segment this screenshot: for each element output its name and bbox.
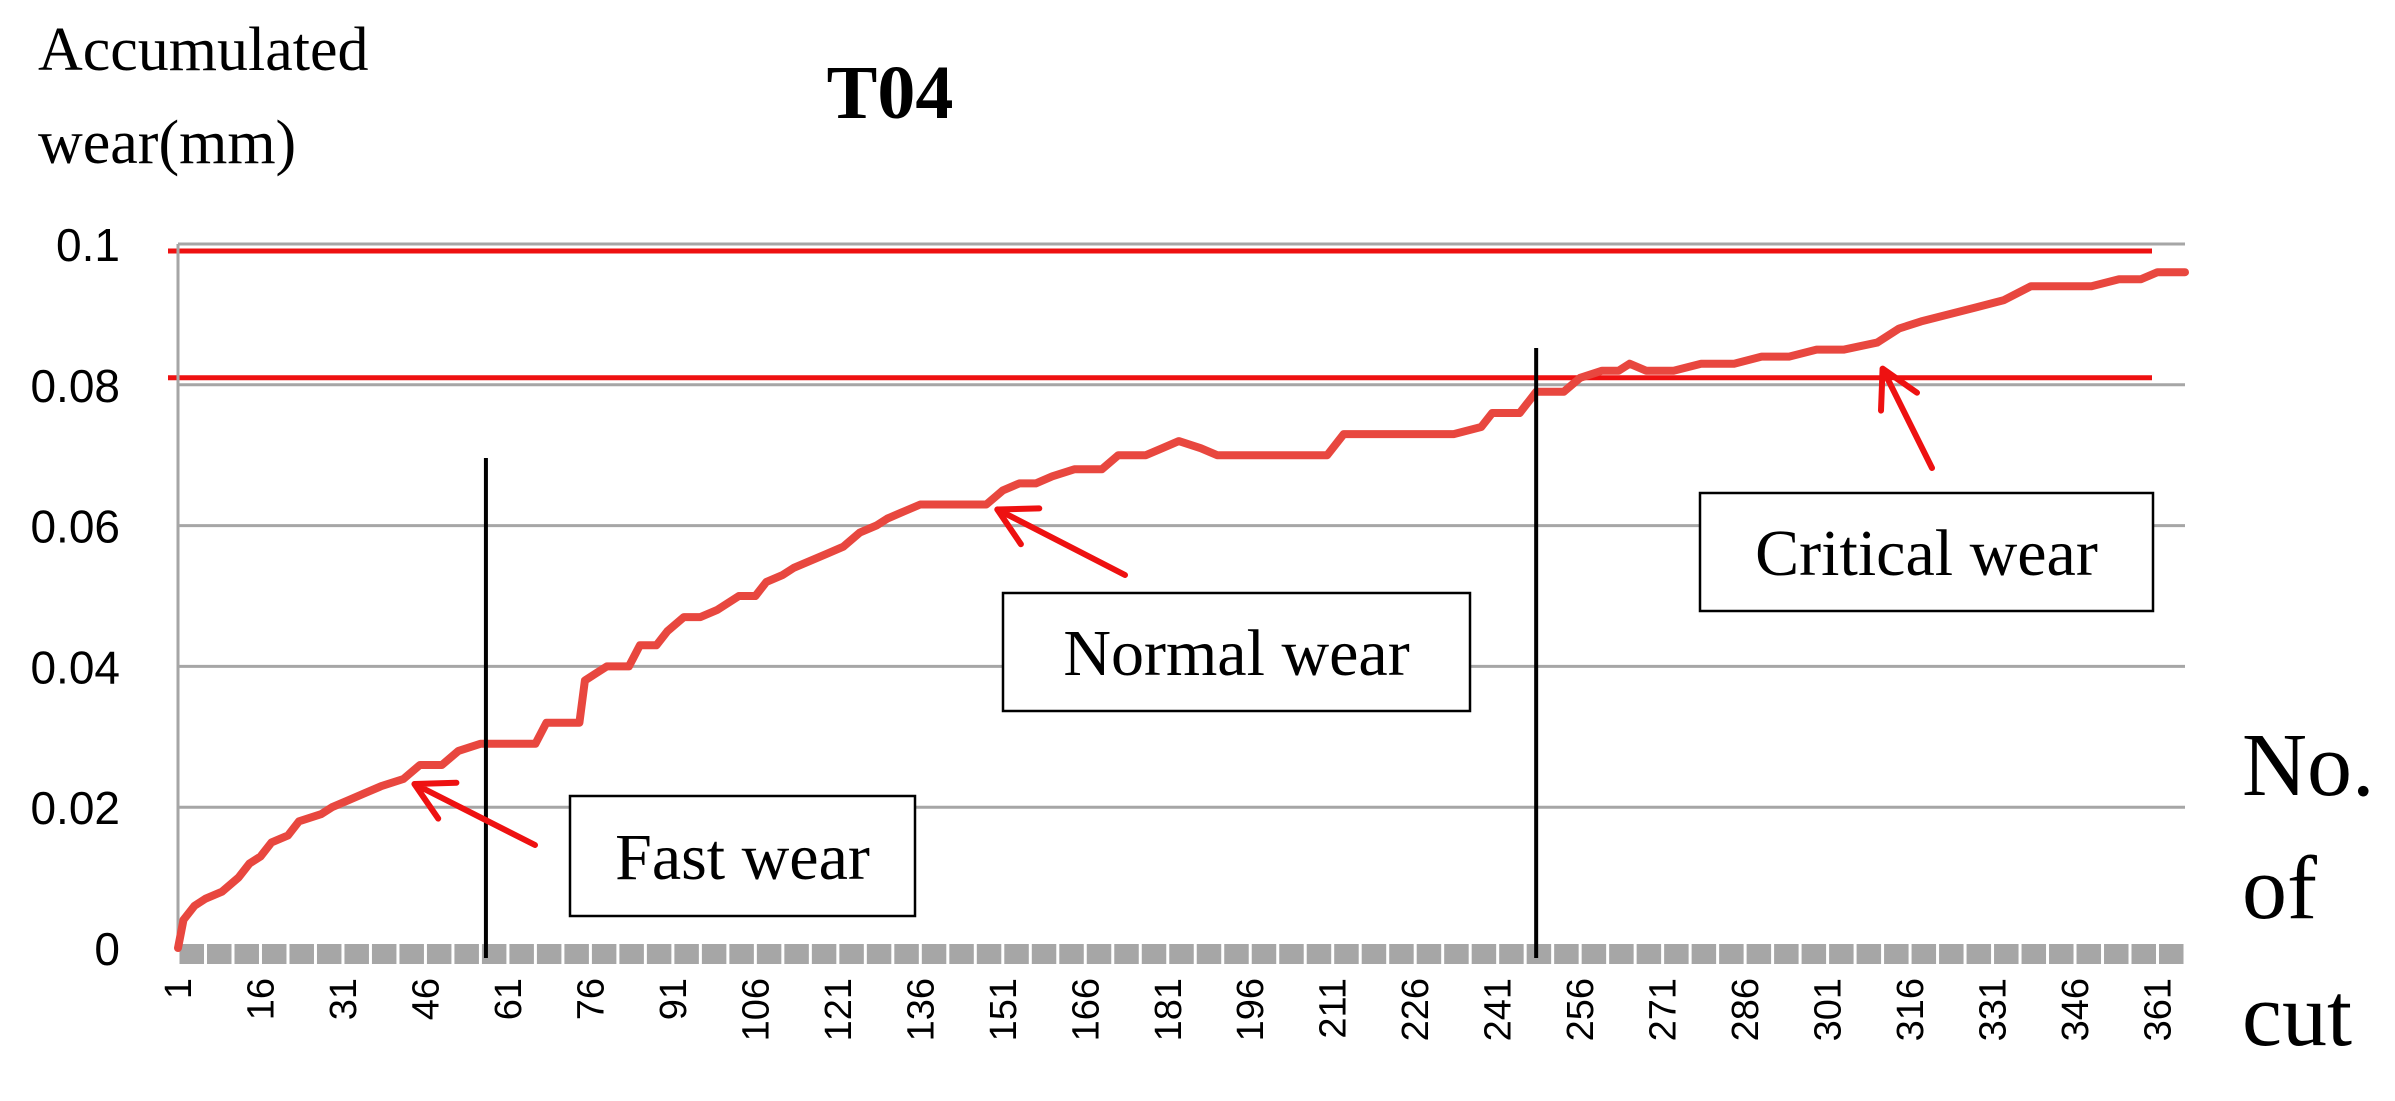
annotation-label: Fast wear: [615, 821, 870, 894]
x-axis-band: [178, 944, 2185, 964]
y-axis-label-line-1: Accumulated: [38, 16, 369, 84]
x-tick-label: 61: [488, 978, 530, 1020]
x-tick-label: 286: [1725, 978, 1767, 1041]
x-tick-label: 166: [1065, 978, 1107, 1041]
phase-boundaries: [483, 348, 1539, 958]
x-axis-label-line-2: of: [2242, 839, 2317, 938]
x-tick-label: 226: [1395, 978, 1437, 1041]
x-tick-label: 151: [983, 978, 1025, 1041]
x-tick-label: 256: [1560, 978, 1602, 1041]
x-tick-label: 361: [2138, 978, 2180, 1041]
annotation-box: [1001, 591, 1472, 713]
annotation-arrow: [1878, 365, 1935, 471]
x-tick-label: 91: [653, 978, 695, 1020]
annotation-label: Normal wear: [1063, 617, 1409, 690]
axes: [176, 244, 2187, 964]
x-tick-label: 211: [1313, 978, 1355, 1039]
y-tick-label: 0.06: [30, 501, 120, 553]
annotation-box: [1698, 491, 2155, 613]
x-tick-label: 136: [900, 978, 942, 1041]
y-axis-label-line-2: wear(mm): [38, 109, 296, 177]
annotation-fast-wear: Fast wear: [411, 779, 917, 918]
x-tick-label: 241: [1478, 978, 1520, 1041]
x-tick-labels: 1 16 31 46 61 76 91 106 121 136 151 166 181 196 211 226…: [158, 978, 2180, 1041]
x-tick-label: 76: [570, 978, 612, 1020]
x-tick-label: 196: [1230, 978, 1272, 1041]
y-tick-label: 0: [94, 923, 120, 975]
annotation-arrow: [411, 779, 538, 848]
annotation-label: Critical wear: [1755, 517, 2098, 590]
x-tick-label: 181: [1148, 978, 1190, 1041]
annotation-arrow: [994, 505, 1128, 578]
wear-line: [174, 268, 2189, 952]
annotation-normal-wear: Normal wear: [994, 505, 1472, 713]
series-layer: [174, 268, 2189, 952]
annotations: Fast wear Normal wear Critical wear: [411, 365, 2155, 918]
y-tick-labels: 0 0.02 0.04 0.06 0.08 0.1: [30, 219, 120, 975]
x-tick-label: 31: [323, 978, 365, 1020]
x-tick-label: 46: [405, 978, 447, 1020]
y-tick-label: 0.1: [56, 219, 120, 271]
x-axis-label-line-1: No.: [2242, 716, 2375, 815]
x-tick-label: 346: [2055, 978, 2097, 1041]
x-tick-label: 331: [1973, 978, 2015, 1041]
x-tick-label: 1: [158, 978, 200, 999]
annotation-box: [568, 794, 917, 918]
annotation-critical-wear: Critical wear: [1698, 365, 2155, 613]
x-tick-label: 106: [735, 978, 777, 1041]
x-tick-label: 16: [240, 978, 282, 1020]
y-tick-label: 0.08: [30, 360, 120, 412]
grid-lines: [178, 242, 2185, 809]
threshold-lines: [168, 248, 2152, 381]
x-tick-label: 316: [1890, 978, 1932, 1041]
chart-title: T04: [827, 51, 954, 135]
x-tick-label: 301: [1808, 978, 1850, 1041]
x-tick-label: 271: [1643, 978, 1685, 1041]
x-tick-label: 121: [818, 978, 860, 1041]
y-tick-label: 0.04: [30, 641, 120, 693]
x-axis-label-line-3: cut: [2242, 966, 2352, 1065]
y-tick-label: 0.02: [30, 782, 120, 834]
